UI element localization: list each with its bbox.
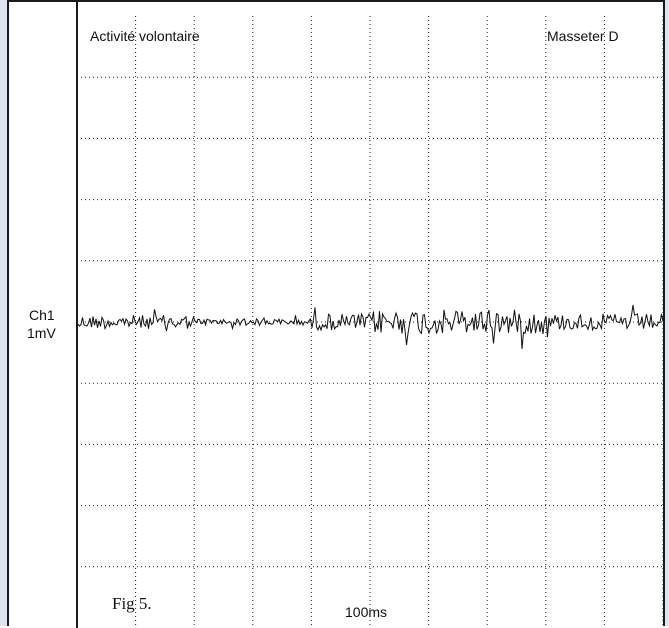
figure-caption: Fig 5. [112,594,152,613]
emg-trace [77,304,664,349]
chart-title: Activité volontaire [90,28,200,44]
muscle-label: Masseter D [547,28,619,44]
oscilloscope-screen [76,2,664,628]
scale-label: 1mV [27,325,56,341]
oscilloscope-panel: Activité volontaire Masseter D Ch1 1mV 1… [7,0,665,628]
timebase-label: 100ms [345,604,388,620]
channel-label: Ch1 [29,307,55,323]
